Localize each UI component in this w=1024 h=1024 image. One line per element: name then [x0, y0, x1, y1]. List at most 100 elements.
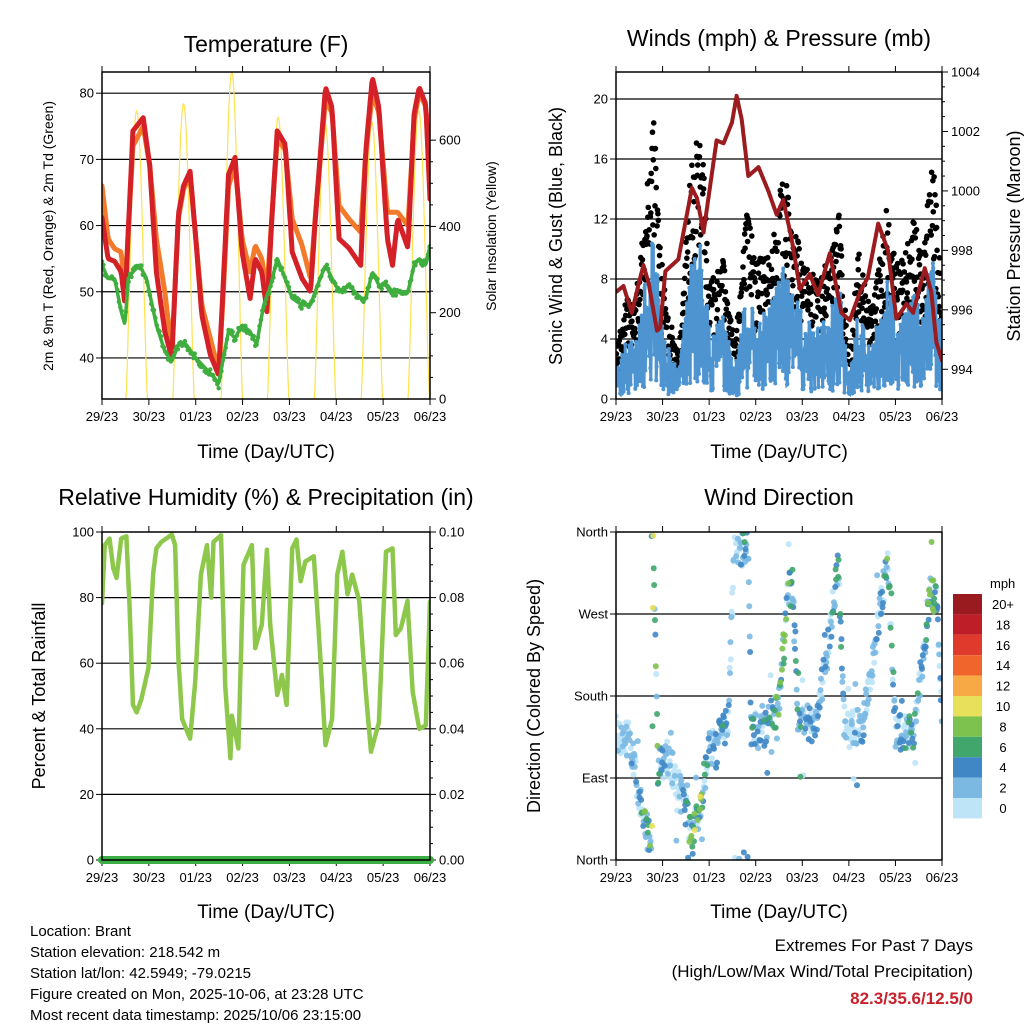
- direction-point: [708, 755, 715, 762]
- wind-series: [616, 241, 942, 398]
- wind-point: [879, 346, 884, 351]
- station-latlon: Station lat/lon: 42.5949; -79.0215: [30, 965, 251, 982]
- x-tick-label: 05/23: [879, 870, 912, 885]
- wind-point: [624, 375, 629, 380]
- legend-swatch: [953, 655, 982, 676]
- gust-point: [877, 272, 883, 279]
- humidity-plot-frame: [101, 531, 431, 861]
- wind-point: [843, 344, 848, 349]
- wind-point: [681, 323, 686, 328]
- dewpoint-point: [272, 265, 278, 271]
- x-tick-label: 03/23: [786, 409, 819, 424]
- wind-point: [663, 349, 668, 354]
- wind-point: [829, 343, 834, 348]
- wind-point: [680, 343, 685, 348]
- wind-point: [814, 372, 819, 377]
- wind-direction-plot-area: [616, 532, 942, 860]
- wind-point: [652, 288, 657, 293]
- direction-point: [660, 774, 667, 781]
- gust-point: [710, 286, 717, 293]
- gust-point: [629, 318, 635, 324]
- wind-point: [617, 371, 622, 376]
- wind-point: [662, 340, 667, 345]
- gust-point: [919, 302, 926, 309]
- wind-point: [809, 389, 814, 394]
- dewpoint-point: [186, 346, 192, 352]
- wind-point: [632, 348, 637, 353]
- direction-point: [860, 732, 867, 739]
- wind-point: [727, 391, 732, 396]
- wind-point: [861, 327, 866, 332]
- solar-day-curve: [407, 110, 430, 399]
- gust-point: [798, 293, 805, 299]
- wind-point: [654, 378, 659, 383]
- wind-point: [668, 356, 673, 361]
- gust-point: [650, 222, 656, 228]
- gust-point: [644, 233, 650, 239]
- x-tick-label: 04/23: [833, 870, 866, 885]
- direction-point: [671, 772, 678, 779]
- legend-swatch: [953, 594, 982, 615]
- wind-point: [734, 358, 739, 363]
- wind-point: [778, 287, 783, 292]
- legend-swatch: [953, 757, 982, 778]
- direction-point: [814, 702, 821, 709]
- wind-point: [812, 365, 817, 370]
- direction-point: [623, 723, 630, 730]
- direction-point: [714, 759, 721, 766]
- wind-point: [715, 323, 720, 328]
- direction-point: [755, 745, 762, 752]
- x-tick-label: 01/23: [179, 870, 212, 885]
- direction-point: [794, 706, 801, 713]
- direction-point: [879, 599, 886, 606]
- gust-point: [700, 186, 707, 192]
- legend-label: 0: [999, 801, 1006, 816]
- x-tick-label: 02/23: [226, 870, 259, 885]
- direction-point: [884, 550, 891, 557]
- wind-point: [856, 379, 861, 384]
- wind-point: [733, 374, 738, 379]
- wind-point: [691, 349, 696, 354]
- wind-point: [766, 342, 771, 347]
- direction-point: [710, 745, 717, 752]
- wind-point: [758, 353, 763, 358]
- wind-point: [906, 382, 911, 387]
- gust-point: [838, 246, 844, 252]
- gust-point: [703, 257, 710, 264]
- gust-point: [648, 178, 655, 185]
- direction-point: [935, 641, 942, 648]
- dewpoint-point: [125, 287, 130, 293]
- direction-point: [747, 699, 754, 706]
- dewpoint-point: [406, 288, 411, 293]
- wind-point: [621, 360, 626, 365]
- gust-point: [701, 175, 707, 182]
- y-tick-label: South: [574, 689, 608, 704]
- y-right-tick-label: 600: [439, 133, 461, 148]
- wind-speed-y-axis-label: Sonic Wind & Gust (Blue, Black): [546, 107, 566, 365]
- dewpoint-point: [175, 347, 181, 352]
- legend-swatch: [953, 614, 982, 635]
- wind-point: [759, 330, 764, 335]
- wind-point: [805, 361, 810, 366]
- legend-label: 14: [996, 658, 1010, 673]
- dewpoint-point: [352, 290, 358, 295]
- wind-point: [636, 344, 641, 349]
- wind-point: [773, 381, 778, 386]
- wind-point: [831, 381, 836, 386]
- wind-point: [911, 353, 916, 358]
- wind-point: [832, 362, 837, 367]
- x-tick-label: 30/23: [133, 409, 166, 424]
- wind-point: [674, 387, 679, 392]
- wind-point: [644, 336, 649, 341]
- direction-point: [684, 782, 691, 789]
- wind-point: [863, 359, 868, 364]
- wind-point: [894, 360, 899, 365]
- direction-point: [891, 697, 898, 704]
- extremes-subtitle: (High/Low/Max Wind/Total Precipitation): [672, 962, 973, 981]
- dewpoint-point: [222, 352, 227, 357]
- dewpoint-point: [149, 301, 154, 307]
- wind-point: [923, 318, 928, 323]
- dewpoint-point: [264, 296, 269, 302]
- wind-point: [672, 362, 677, 367]
- wind-point: [690, 319, 695, 324]
